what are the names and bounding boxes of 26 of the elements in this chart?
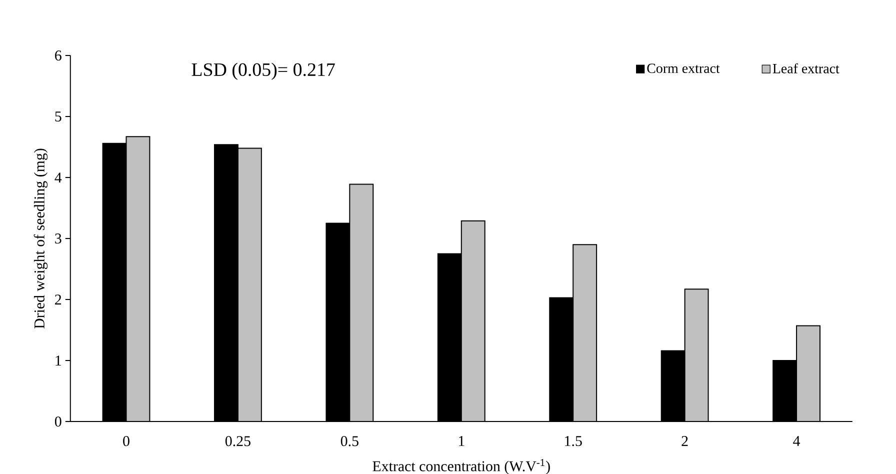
annotation: LSD (0.05)= 0.217 xyxy=(192,62,335,80)
y-tick-label: 3 xyxy=(55,234,62,244)
x-tick-label: 2 xyxy=(682,436,688,446)
bar xyxy=(350,184,374,422)
x-tick-label: 0.5 xyxy=(340,436,358,446)
y-axis-title: Dried weight of seedling (mg) xyxy=(34,148,48,329)
bar xyxy=(461,220,485,422)
legend-label: Leaf extract xyxy=(772,63,840,74)
y-tick-label: 1 xyxy=(56,356,61,366)
x-axis-title: Extract concentration (W.V$^{-1}$) xyxy=(372,459,550,474)
bar xyxy=(796,325,820,422)
x-tick-label: 1.5 xyxy=(565,436,582,446)
y-tick-label: 0 xyxy=(54,416,62,427)
bar xyxy=(126,136,150,422)
x-tick-label: 0 xyxy=(123,436,130,446)
bar xyxy=(238,148,262,422)
legend-label: Corm extract xyxy=(647,64,720,74)
y-tick-label: 4 xyxy=(54,172,62,182)
y-tick-label: 2 xyxy=(55,294,62,304)
x-tick-label: 4 xyxy=(793,436,800,446)
bar xyxy=(684,289,708,422)
y-tick-label: 6 xyxy=(55,50,62,61)
x-tick-label: 1 xyxy=(458,436,464,446)
bar xyxy=(573,244,597,422)
y-tick-label: 5 xyxy=(55,112,62,122)
x-tick-label: 0.25 xyxy=(225,436,250,446)
